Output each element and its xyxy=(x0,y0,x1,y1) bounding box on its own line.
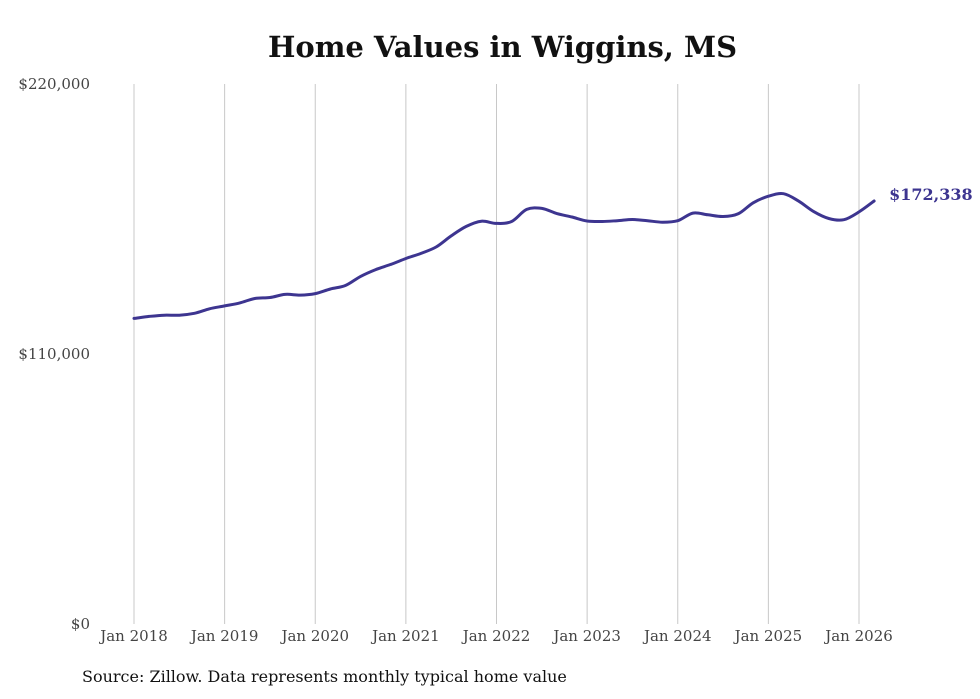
chart-title: Home Values in Wiggins, MS xyxy=(267,30,738,64)
source-note: Source: Zillow. Data represents monthly … xyxy=(82,667,567,686)
x-tick-label: Jan 2023 xyxy=(551,627,621,645)
x-tick-label: Jan 2019 xyxy=(189,627,259,645)
x-tick-label: Jan 2026 xyxy=(823,627,893,645)
end-value-label: $172,338 xyxy=(889,185,973,204)
x-tick-label: Jan 2024 xyxy=(642,627,712,645)
x-tick-label: Jan 2018 xyxy=(98,627,168,645)
series-line xyxy=(132,192,876,320)
y-tick-label: $0 xyxy=(71,615,90,633)
gridlines xyxy=(133,84,860,624)
x-tick-label: Jan 2022 xyxy=(461,627,531,645)
y-tick-label: $220,000 xyxy=(18,75,90,93)
series-group xyxy=(132,192,876,320)
x-tick-label: Jan 2021 xyxy=(370,627,440,645)
y-axis-ticks: $0 $110,000 $220,000 xyxy=(18,75,90,633)
x-tick-label: Jan 2025 xyxy=(733,627,803,645)
x-tick-label: Jan 2020 xyxy=(279,627,349,645)
y-tick-label: $110,000 xyxy=(18,345,90,363)
x-axis-ticks: Jan 2018 Jan 2019 Jan 2020 Jan 2021 Jan 2022… xyxy=(98,627,893,645)
